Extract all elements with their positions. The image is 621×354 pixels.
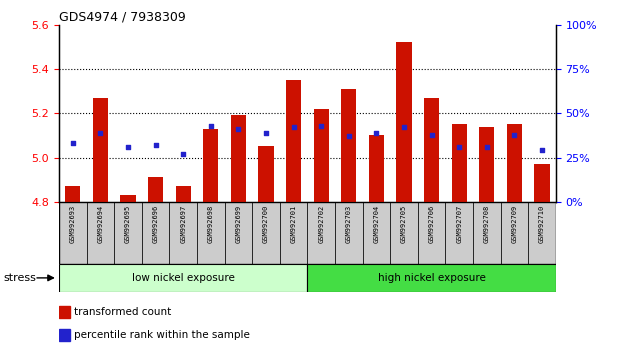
- Point: [344, 133, 354, 139]
- Point: [289, 125, 299, 130]
- Bar: [59, 330, 70, 341]
- Bar: [231, 115, 246, 202]
- Bar: [424, 98, 439, 202]
- FancyBboxPatch shape: [114, 202, 142, 264]
- Point: [482, 144, 492, 150]
- Point: [123, 144, 133, 150]
- FancyBboxPatch shape: [363, 202, 390, 264]
- Point: [68, 141, 78, 146]
- FancyBboxPatch shape: [445, 202, 473, 264]
- Bar: [341, 89, 356, 202]
- FancyBboxPatch shape: [170, 202, 197, 264]
- Text: GSM992696: GSM992696: [153, 205, 158, 243]
- Point: [509, 132, 519, 137]
- Text: GSM992693: GSM992693: [70, 205, 76, 243]
- FancyBboxPatch shape: [252, 202, 280, 264]
- Bar: [148, 177, 163, 202]
- FancyBboxPatch shape: [86, 202, 114, 264]
- Point: [371, 130, 381, 136]
- Text: GSM992695: GSM992695: [125, 205, 131, 243]
- Text: transformed count: transformed count: [74, 307, 171, 317]
- FancyBboxPatch shape: [501, 202, 528, 264]
- Bar: [93, 98, 108, 202]
- Bar: [286, 80, 301, 202]
- Text: GSM992697: GSM992697: [180, 205, 186, 243]
- Bar: [314, 109, 329, 202]
- Bar: [59, 307, 70, 318]
- FancyBboxPatch shape: [473, 202, 501, 264]
- FancyBboxPatch shape: [418, 202, 445, 264]
- FancyBboxPatch shape: [390, 202, 418, 264]
- Point: [261, 130, 271, 136]
- Point: [178, 151, 188, 157]
- Bar: [203, 129, 219, 202]
- Text: GSM992702: GSM992702: [318, 205, 324, 243]
- Point: [96, 130, 106, 136]
- Text: GSM992708: GSM992708: [484, 205, 490, 243]
- Text: GSM992705: GSM992705: [401, 205, 407, 243]
- Text: percentile rank within the sample: percentile rank within the sample: [74, 330, 250, 340]
- Text: stress: stress: [3, 273, 36, 283]
- Text: low nickel exposure: low nickel exposure: [132, 273, 235, 283]
- FancyBboxPatch shape: [225, 202, 252, 264]
- Point: [316, 123, 326, 129]
- FancyBboxPatch shape: [280, 202, 307, 264]
- Point: [427, 132, 437, 137]
- Point: [454, 144, 464, 150]
- Bar: [59, 264, 307, 292]
- FancyBboxPatch shape: [528, 202, 556, 264]
- Bar: [176, 186, 191, 202]
- Text: GSM992700: GSM992700: [263, 205, 269, 243]
- Text: GDS4974 / 7938309: GDS4974 / 7938309: [59, 11, 186, 24]
- FancyBboxPatch shape: [59, 202, 86, 264]
- Bar: [479, 127, 494, 202]
- Bar: [507, 124, 522, 202]
- FancyBboxPatch shape: [197, 202, 225, 264]
- Text: high nickel exposure: high nickel exposure: [378, 273, 486, 283]
- Bar: [120, 195, 135, 202]
- Point: [233, 126, 243, 132]
- Point: [151, 142, 161, 148]
- Text: GSM992706: GSM992706: [428, 205, 435, 243]
- Text: GSM992709: GSM992709: [512, 205, 517, 243]
- Bar: [258, 147, 274, 202]
- FancyBboxPatch shape: [142, 202, 170, 264]
- Text: GSM992707: GSM992707: [456, 205, 462, 243]
- Bar: [396, 42, 412, 202]
- Point: [206, 123, 215, 129]
- Bar: [369, 136, 384, 202]
- Text: GSM992701: GSM992701: [291, 205, 297, 243]
- Text: GSM992699: GSM992699: [235, 205, 242, 243]
- Bar: [451, 124, 467, 202]
- Text: GSM992694: GSM992694: [97, 205, 103, 243]
- Bar: [307, 264, 556, 292]
- Bar: [535, 164, 550, 202]
- Text: GSM992698: GSM992698: [208, 205, 214, 243]
- Point: [399, 125, 409, 130]
- Text: GSM992703: GSM992703: [346, 205, 351, 243]
- FancyBboxPatch shape: [335, 202, 363, 264]
- Text: GSM992710: GSM992710: [539, 205, 545, 243]
- Text: GSM992704: GSM992704: [373, 205, 379, 243]
- FancyBboxPatch shape: [307, 202, 335, 264]
- Bar: [65, 186, 80, 202]
- Point: [537, 148, 547, 153]
